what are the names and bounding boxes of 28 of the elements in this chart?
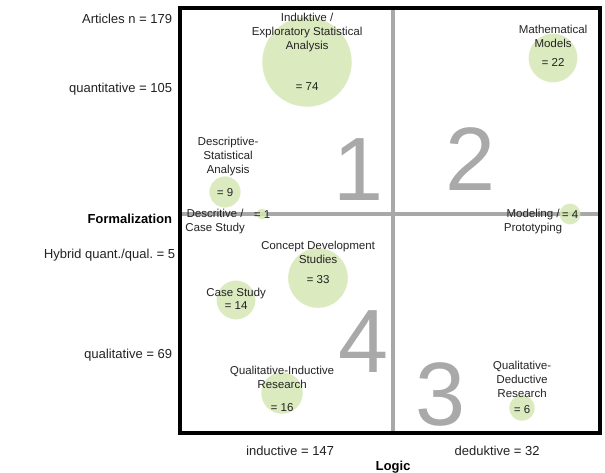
category-label: Descriptive- Statistical Analysis: [198, 136, 259, 176]
category-label: Case Study: [206, 287, 266, 299]
data-label: = 33: [306, 274, 330, 286]
text: qualitative = 69: [84, 346, 172, 361]
text: Hybrid quant./qual. = 5: [44, 246, 175, 261]
text: 4: [338, 292, 388, 392]
data-label: = 22: [542, 57, 564, 69]
text: Articles n = 179: [82, 11, 172, 26]
data-label: = 4: [562, 209, 579, 221]
category-label: Induktive / Exploratory Statistical Analysis: [252, 12, 362, 52]
data-label: = 14: [224, 300, 248, 312]
category-label: Concept Development Studies: [261, 240, 376, 266]
text: 3: [414, 345, 466, 445]
text: deduktive = 32: [454, 443, 540, 458]
text: Formalization: [87, 211, 172, 226]
text: 1: [332, 120, 384, 220]
data-label: = 6: [514, 404, 530, 416]
data-label: = 1: [254, 209, 270, 221]
text: Logic: [376, 458, 410, 473]
text: inductive = 147: [246, 443, 334, 458]
category-label: Qualitative-Inductive Research: [230, 365, 334, 391]
data-label: = 9: [216, 187, 234, 199]
text: 2: [444, 110, 496, 210]
data-label: = 16: [270, 402, 294, 414]
data-label: = 74: [296, 81, 319, 93]
category-label: Mathematical Models: [518, 24, 588, 50]
category-label: Qualitative- Deductive Research: [492, 360, 552, 400]
text: quantitative = 105: [69, 80, 172, 95]
